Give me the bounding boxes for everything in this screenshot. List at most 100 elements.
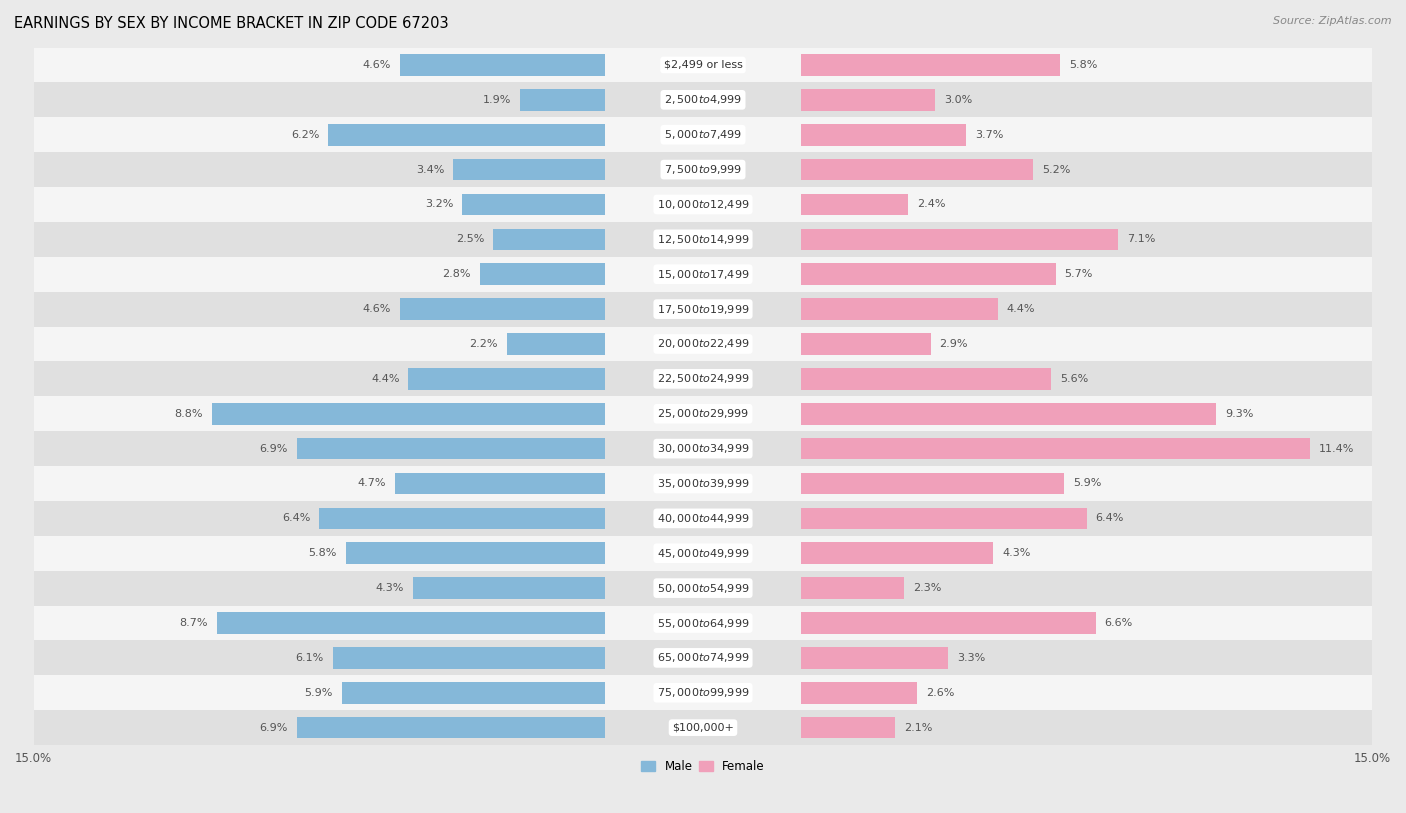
Text: 5.8%: 5.8% <box>309 548 337 559</box>
Text: 6.4%: 6.4% <box>281 513 311 524</box>
Bar <box>801 542 993 564</box>
Bar <box>34 641 1372 676</box>
Text: 2.9%: 2.9% <box>939 339 969 349</box>
Bar <box>801 507 1087 529</box>
Text: $20,000 to $22,499: $20,000 to $22,499 <box>657 337 749 350</box>
Text: $2,499 or less: $2,499 or less <box>664 60 742 70</box>
Bar <box>801 438 1310 459</box>
Bar <box>399 54 605 76</box>
Text: $100,000+: $100,000+ <box>672 723 734 733</box>
Bar <box>346 542 605 564</box>
Text: $12,500 to $14,999: $12,500 to $14,999 <box>657 233 749 246</box>
Bar <box>34 117 1372 152</box>
Text: 11.4%: 11.4% <box>1319 444 1354 454</box>
Bar <box>34 257 1372 292</box>
Bar <box>34 152 1372 187</box>
Bar <box>34 82 1372 117</box>
Bar <box>801 368 1052 389</box>
Bar <box>34 676 1372 711</box>
Text: 4.3%: 4.3% <box>1002 548 1031 559</box>
Bar <box>399 298 605 320</box>
Text: 9.3%: 9.3% <box>1225 409 1254 419</box>
Bar <box>801 298 997 320</box>
Bar <box>34 501 1372 536</box>
Text: $30,000 to $34,999: $30,000 to $34,999 <box>657 442 749 455</box>
Bar <box>479 263 605 285</box>
Bar <box>212 403 605 424</box>
Text: 5.8%: 5.8% <box>1069 60 1097 70</box>
Text: $65,000 to $74,999: $65,000 to $74,999 <box>657 651 749 664</box>
Text: 8.7%: 8.7% <box>179 618 208 628</box>
Text: 4.4%: 4.4% <box>1007 304 1035 314</box>
Bar <box>328 124 605 146</box>
Bar <box>34 466 1372 501</box>
Text: 2.4%: 2.4% <box>917 199 946 210</box>
Text: 5.9%: 5.9% <box>304 688 333 698</box>
Bar <box>34 536 1372 571</box>
Text: 4.6%: 4.6% <box>363 304 391 314</box>
Legend: Male, Female: Male, Female <box>637 755 769 777</box>
Text: $55,000 to $64,999: $55,000 to $64,999 <box>657 616 749 629</box>
Text: Source: ZipAtlas.com: Source: ZipAtlas.com <box>1274 16 1392 26</box>
Text: 6.2%: 6.2% <box>291 130 319 140</box>
Text: $5,000 to $7,499: $5,000 to $7,499 <box>664 128 742 141</box>
Bar <box>342 682 605 703</box>
Bar <box>34 362 1372 396</box>
Text: 4.3%: 4.3% <box>375 583 404 593</box>
Text: 4.6%: 4.6% <box>363 60 391 70</box>
Bar <box>801 647 949 669</box>
Bar <box>801 612 1095 634</box>
Text: 5.7%: 5.7% <box>1064 269 1092 279</box>
Bar <box>34 187 1372 222</box>
Bar <box>801 159 1033 180</box>
Bar <box>34 222 1372 257</box>
Text: 2.5%: 2.5% <box>456 234 484 245</box>
Text: $10,000 to $12,499: $10,000 to $12,499 <box>657 198 749 211</box>
Text: $7,500 to $9,999: $7,500 to $9,999 <box>664 163 742 176</box>
Text: $35,000 to $39,999: $35,000 to $39,999 <box>657 477 749 490</box>
Text: 3.3%: 3.3% <box>957 653 986 663</box>
Bar <box>801 577 904 599</box>
Bar <box>801 472 1064 494</box>
Text: 7.1%: 7.1% <box>1128 234 1156 245</box>
Text: 3.7%: 3.7% <box>976 130 1004 140</box>
Bar <box>494 228 605 250</box>
Text: 3.4%: 3.4% <box>416 164 444 175</box>
Bar <box>34 606 1372 641</box>
Bar <box>801 124 966 146</box>
Bar <box>801 682 917 703</box>
Bar <box>801 403 1216 424</box>
Text: 6.9%: 6.9% <box>260 723 288 733</box>
Bar <box>453 159 605 180</box>
Bar <box>409 368 605 389</box>
Text: 2.6%: 2.6% <box>927 688 955 698</box>
Text: $75,000 to $99,999: $75,000 to $99,999 <box>657 686 749 699</box>
Bar <box>34 431 1372 466</box>
Text: $45,000 to $49,999: $45,000 to $49,999 <box>657 547 749 560</box>
Text: 2.1%: 2.1% <box>904 723 932 733</box>
Text: $15,000 to $17,499: $15,000 to $17,499 <box>657 267 749 280</box>
Text: $25,000 to $29,999: $25,000 to $29,999 <box>657 407 749 420</box>
Bar <box>801 263 1056 285</box>
Text: 3.2%: 3.2% <box>425 199 453 210</box>
Text: 8.8%: 8.8% <box>174 409 202 419</box>
Text: 5.6%: 5.6% <box>1060 374 1088 384</box>
Bar <box>297 438 605 459</box>
Text: 1.9%: 1.9% <box>482 95 512 105</box>
Text: $22,500 to $24,999: $22,500 to $24,999 <box>657 372 749 385</box>
Text: 3.0%: 3.0% <box>943 95 972 105</box>
Bar <box>34 47 1372 82</box>
Bar <box>801 54 1060 76</box>
Text: 6.9%: 6.9% <box>260 444 288 454</box>
Bar <box>463 193 605 215</box>
Bar <box>333 647 605 669</box>
Bar <box>297 717 605 738</box>
Text: 4.4%: 4.4% <box>371 374 399 384</box>
Text: 2.2%: 2.2% <box>470 339 498 349</box>
Bar <box>506 333 605 354</box>
Bar <box>801 333 931 354</box>
Text: 5.2%: 5.2% <box>1042 164 1070 175</box>
Bar <box>217 612 605 634</box>
Bar <box>801 89 935 111</box>
Text: 6.6%: 6.6% <box>1105 618 1133 628</box>
